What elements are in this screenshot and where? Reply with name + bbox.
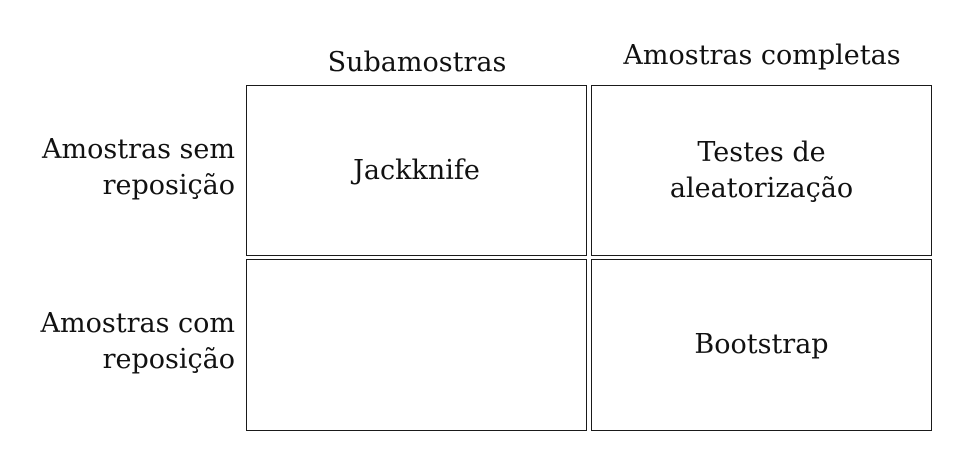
- cell-label: Testes de aleatorização: [669, 136, 854, 204]
- row-header-without-replacement: Amostras sem reposição: [42, 134, 235, 201]
- cell-empty: [246, 259, 587, 431]
- column-header-subsamples: Subamostras: [327, 47, 507, 78]
- cell-label: Jackknife: [353, 154, 480, 186]
- cell-jackknife: Jackknife: [246, 85, 587, 256]
- cell-bootstrap: Bootstrap: [591, 259, 932, 431]
- cell-label: Bootstrap: [694, 329, 829, 360]
- column-header-complete-samples: Amostras completas: [623, 40, 901, 71]
- cell-randomization-tests: Testes de aleatorização: [591, 85, 932, 256]
- row-header-with-replacement: Amostras com reposição: [40, 308, 235, 375]
